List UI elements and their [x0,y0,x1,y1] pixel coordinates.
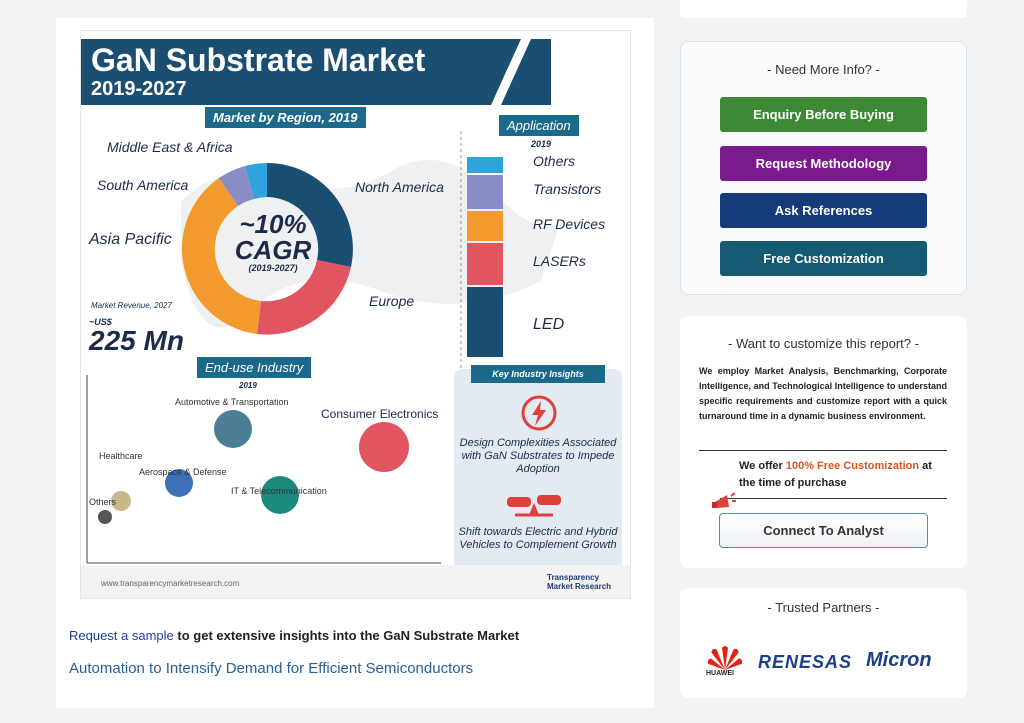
enduse-label-aerospace: Aerospace & Defense [139,467,227,477]
bubble-others [98,510,112,524]
bubble-it-telecom [261,476,299,514]
insight-1-text: Design Complexities Associated with GaN … [459,437,617,475]
megaphone-icon [712,492,736,508]
infographic-title: GaN Substrate Market 2019-2027 [81,39,551,105]
customize-body: We employ Market Analysis, Benchmarking,… [699,366,947,421]
application-year: 2019 [531,139,552,149]
region-label-south-america: South America [97,177,189,193]
donut-middle-east-africa [245,163,267,199]
application-header: Application [499,115,579,136]
bar-rf-devices [467,211,503,241]
key-insights-header: Key Industry Insights [471,365,605,383]
infographic-footer [81,565,630,598]
infographic-years: 2019-2027 [91,78,187,100]
customize-offer: We offer 100% Free Customization at the … [739,458,939,492]
top-card-edge [680,0,967,20]
renesas-logo: RENESAS [758,652,853,672]
warning-bolt-icon [521,395,557,431]
offer-prefix: We offer [739,460,786,472]
region-label-europe: Europe [369,293,415,309]
enduse-label-consumer-electronics: Consumer Electronics [321,407,439,421]
enduse-label-others: Others [89,497,117,507]
bar-lasers [467,243,503,285]
bubble-healthcare [111,491,131,511]
application-stacked-bar [460,131,503,371]
bubble-aerospace [165,469,193,497]
revenue-label: Market Revenue, 2027 [91,301,172,310]
infographic-website: www.transparencymarketresearch.com [101,579,240,588]
region-label-asia-pacific: Asia Pacific [89,231,172,248]
region-label-north-america: North America [355,179,444,195]
free-customization-button[interactable]: Free Customization [720,241,927,276]
sample-request-line: Request a sample to get extensive insigh… [69,628,519,643]
donut-south-america [219,166,254,206]
request-sample-link[interactable]: Request a sample [69,628,174,643]
offer-suffix: at the time of purchase [739,460,932,489]
app-label-transistors: Transistors [533,181,602,197]
enduse-year: 2019 [239,381,257,390]
bubble-consumer-electronics [359,422,409,472]
enduse-label-healthcare: Healthcare [99,451,143,461]
insight-2-text: Shift towards Electric and Hybrid Vehicl… [458,526,618,551]
trusted-partners-card: - Trusted Partners - HUAWEI RENESAS Micr… [680,588,967,698]
world-map-background [181,159,561,328]
cagr-callout: ~10% CAGR (2019-2027) [227,211,319,273]
bar-led [467,287,503,357]
app-label-led: LED [533,316,565,333]
sample-text: to get extensive insights into the GaN S… [173,628,520,643]
enduse-header: End-use Industry [197,357,312,378]
region-donut-chart [181,163,353,335]
trusted-partners-title: - Trusted Partners - [767,600,880,615]
cagr-period: (2019-2027) [248,263,298,273]
section-subheading: Automation to Intensify Demand for Effic… [69,660,474,677]
huawei-logo-text: HUAWEI [706,670,734,677]
app-label-others: Others [533,153,576,169]
app-label-lasers: LASERs [533,253,586,269]
divider [720,498,947,499]
micron-logo: Micron [866,649,932,671]
cagr-value: ~10% [239,209,307,239]
cagr-label: CAGR [234,235,312,265]
region-header: Market by Region, 2019 [205,107,366,128]
tmr-logo: Transparency Market Research [547,573,612,591]
bubble-automotive [214,410,252,448]
enduse-label-it-telecom: IT & Telecommunication [231,486,327,496]
donut-north-america [267,163,353,267]
ask-references-button[interactable]: Ask References [720,193,927,228]
donut-europe [257,260,351,335]
enquiry-before-buying-button[interactable]: Enquiry Before Buying [720,97,927,132]
infographic-title-text: GaN Substrate Market [91,42,426,78]
app-label-rf-devices: RF Devices [533,216,606,232]
need-more-info-card: - Need More Info? - Enquiry Before Buyin… [680,41,967,295]
huawei-logo-icon [707,646,743,670]
enduse-bubble-chart [86,375,441,564]
region-label-mea: Middle East & Africa [107,139,233,155]
bar-others [467,157,503,173]
revenue-currency: ~US$ [89,317,112,327]
divider [699,450,947,451]
title-stripes-decoration [491,39,551,105]
need-more-info-title: - Need More Info? - [767,62,880,77]
customize-title: - Want to customize this report? - [728,336,919,351]
revenue-value: 225 Mn [89,325,184,356]
car-icon [507,495,561,517]
enduse-label-automotive: Automotive & Transportation [175,397,289,407]
offer-highlight: 100% Free Customization [785,460,920,472]
bar-transistors [467,175,503,209]
market-infographic: GaN Substrate Market 2019-2027 Market by… [80,30,631,599]
request-methodology-button[interactable]: Request Methodology [720,146,927,181]
donut-asia-pacific [181,178,261,334]
connect-to-analyst-button[interactable]: Connect To Analyst [719,513,928,548]
customize-report-card: - Want to customize this report? - We em… [680,316,967,568]
